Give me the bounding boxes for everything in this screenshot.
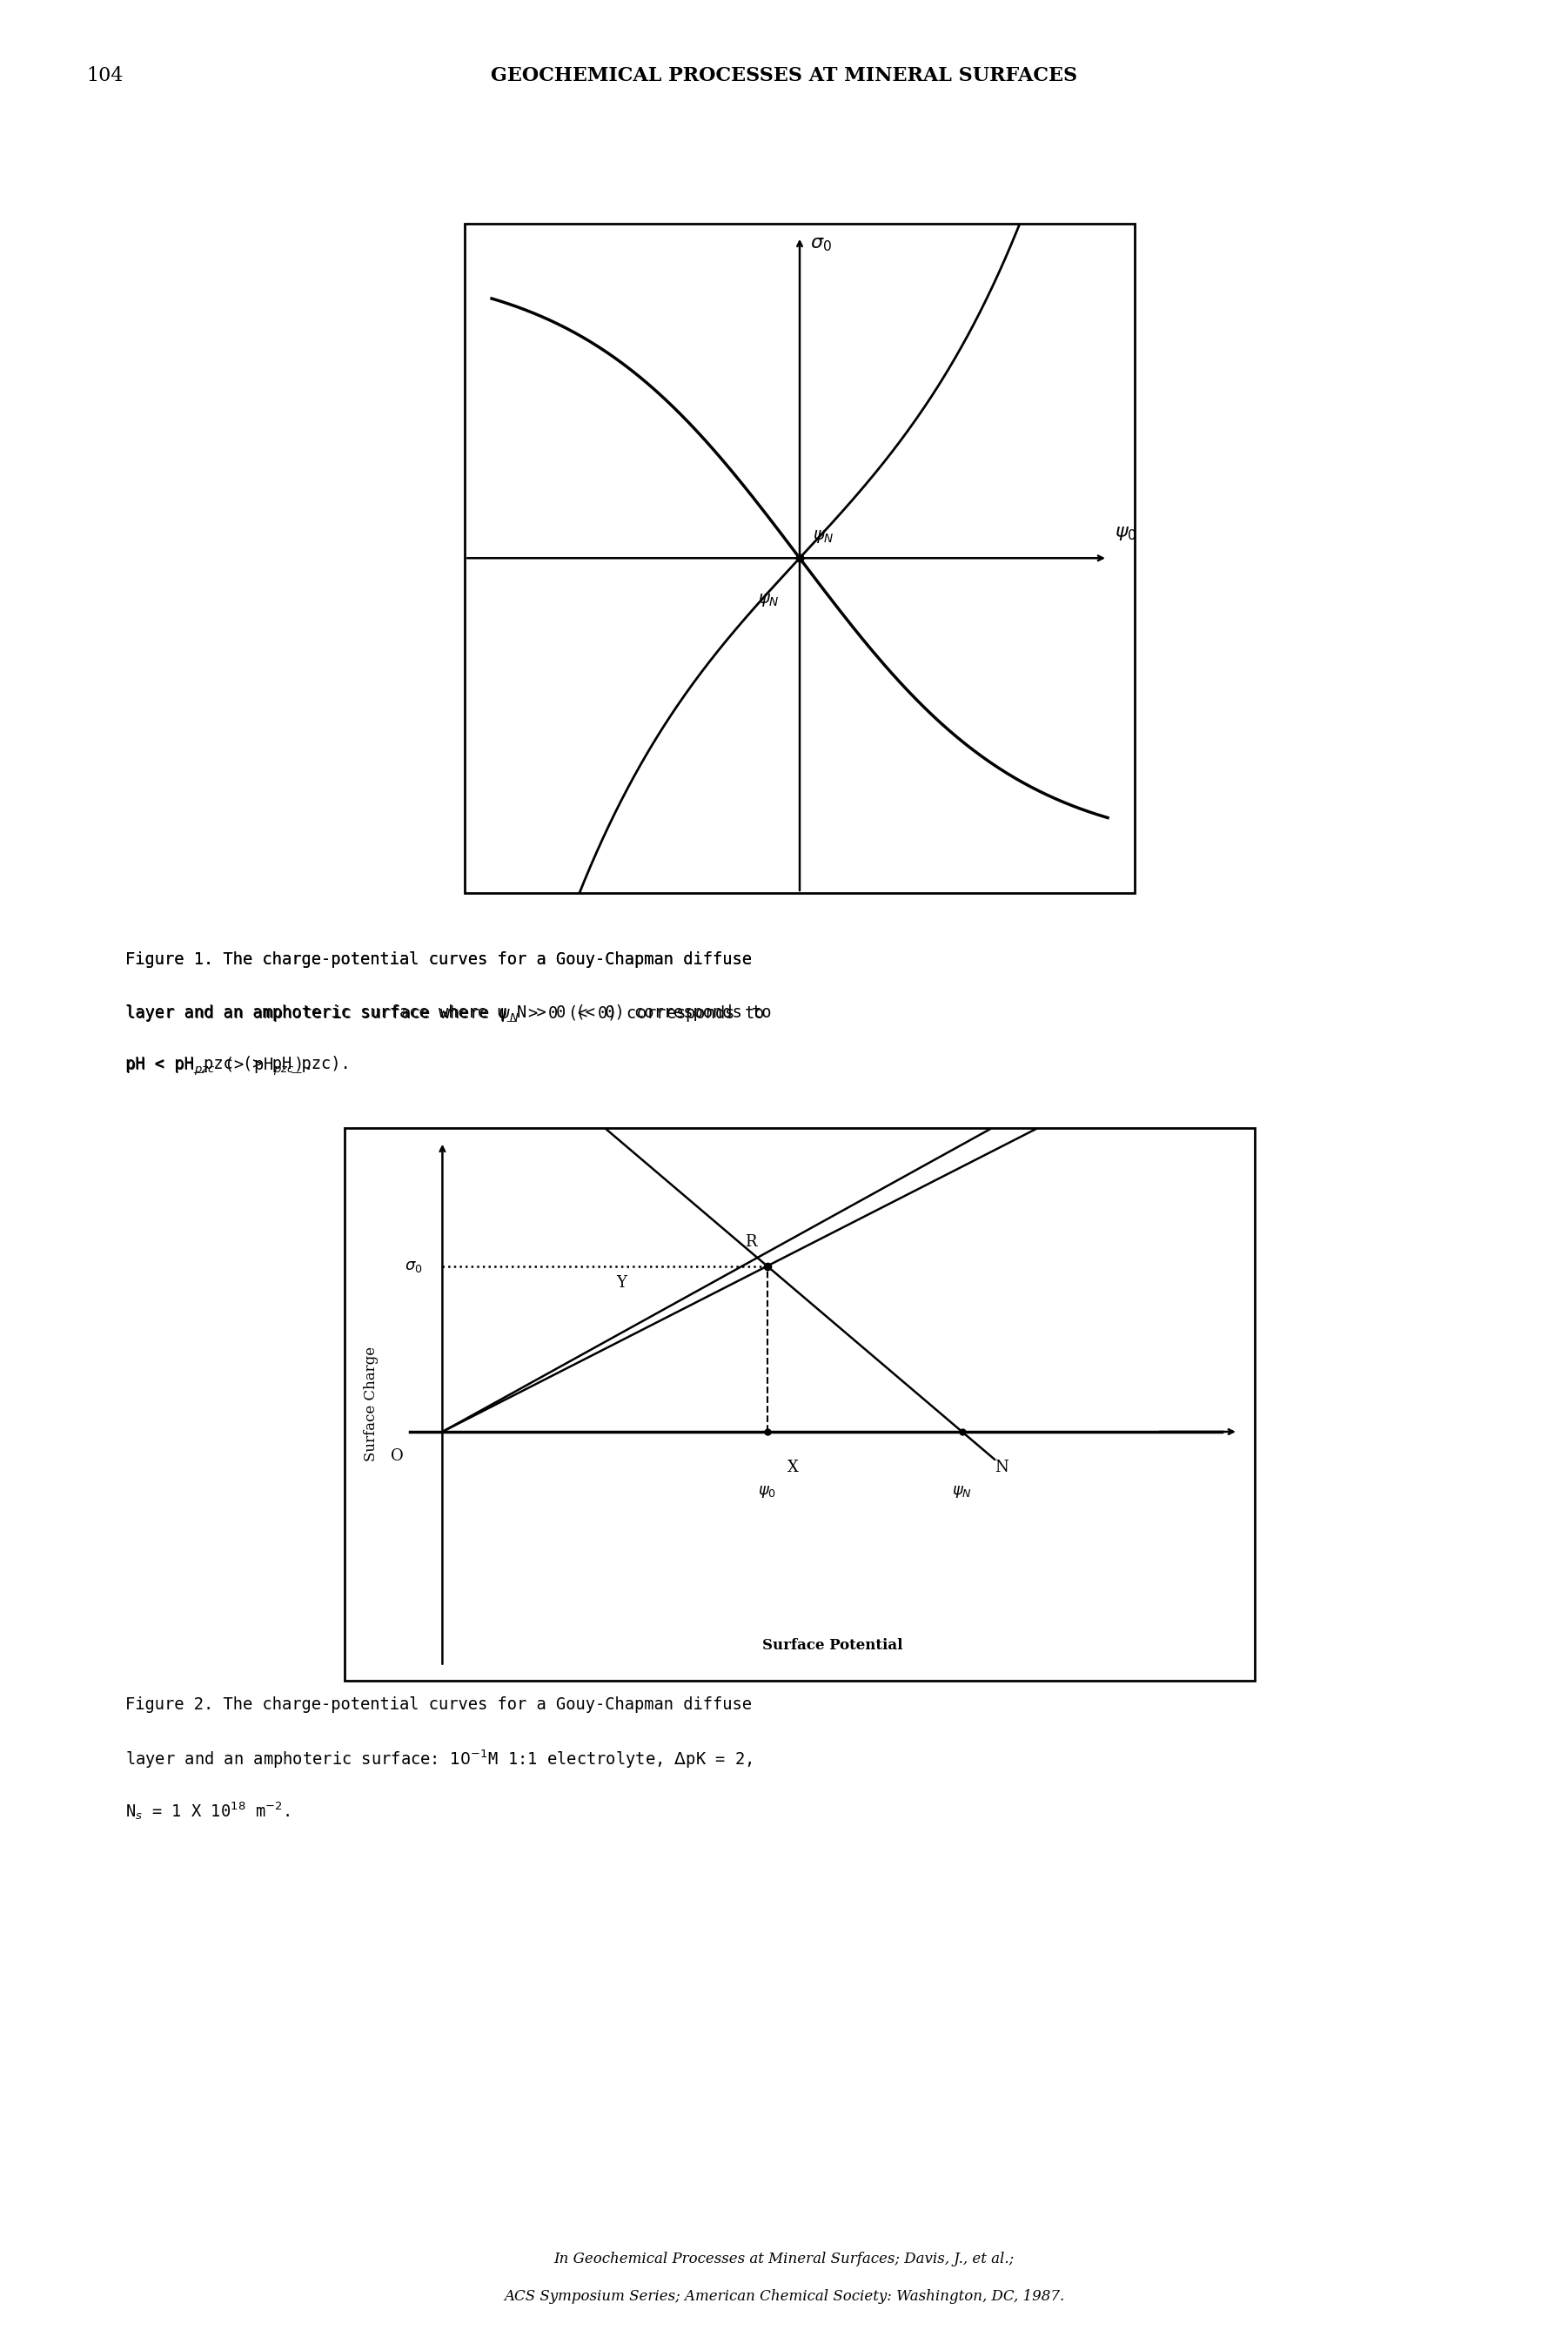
Text: $\psi_0$: $\psi_0$ [1115,524,1137,543]
Text: Figure 2. The charge-potential curves for a Gouy-Chapman diffuse: Figure 2. The charge-potential curves fo… [125,1697,753,1713]
Text: Figure 1. The charge-potential curves for a Gouy-Chapman diffuse: Figure 1. The charge-potential curves fo… [125,952,753,968]
Text: layer and an amphoteric surface where ψ_N > 0 (< 0) corresponds to: layer and an amphoteric surface where ψ_… [125,1003,771,1020]
Text: Surface Charge: Surface Charge [364,1347,378,1462]
Bar [464,223,1135,893]
Text: pH < pH$_{pzc}$ (> pH$_{pzc}$).: pH < pH$_{pzc}$ (> pH$_{pzc}$). [125,1055,310,1076]
Text: $\sigma_0$: $\sigma_0$ [405,1257,423,1274]
Bar [345,1128,1254,1680]
Text: pH < pH_pzc (> pH_pzc).: pH < pH_pzc (> pH_pzc). [125,1055,351,1072]
Text: $\psi_N$: $\psi_N$ [757,592,779,609]
Text: $\psi_N$: $\psi_N$ [952,1485,972,1499]
Text: layer and an amphoteric surface where $\psi_N$ > 0 (< 0) corresponds to: layer and an amphoteric surface where $\… [125,1003,765,1025]
Text: Figure 1. The charge-potential curves for a Gouy-Chapman diffuse: Figure 1. The charge-potential curves fo… [125,952,753,968]
Text: O: O [390,1448,403,1464]
Text: In Geochemical Processes at Mineral Surfaces; Davis, J., et al.;: In Geochemical Processes at Mineral Surf… [554,2251,1014,2265]
Text: R: R [745,1234,757,1250]
Text: X: X [787,1459,798,1476]
Text: GEOCHEMICAL PROCESSES AT MINERAL SURFACES: GEOCHEMICAL PROCESSES AT MINERAL SURFACE… [491,66,1077,85]
Text: Y: Y [616,1274,626,1290]
Text: layer and an amphoteric surface: $10^{-1}$M 1:1 electrolyte, $\Delta$pK = 2,: layer and an amphoteric surface: $10^{-1… [125,1748,753,1770]
Text: N: N [994,1459,1008,1476]
Text: $\sigma_0$: $\sigma_0$ [811,233,833,254]
Text: $\psi_0$: $\psi_0$ [757,1485,776,1499]
Text: N$_s$ = 1 X 10$^{18}$ m$^{-2}$.: N$_s$ = 1 X 10$^{18}$ m$^{-2}$. [125,1800,290,1821]
Text: 104: 104 [86,66,124,85]
Text: Surface Potential: Surface Potential [762,1638,903,1652]
Text: $\psi_N$: $\psi_N$ [814,529,834,545]
Text: ACS Symposium Series; American Chemical Society: Washington, DC, 1987.: ACS Symposium Series; American Chemical … [503,2289,1065,2303]
